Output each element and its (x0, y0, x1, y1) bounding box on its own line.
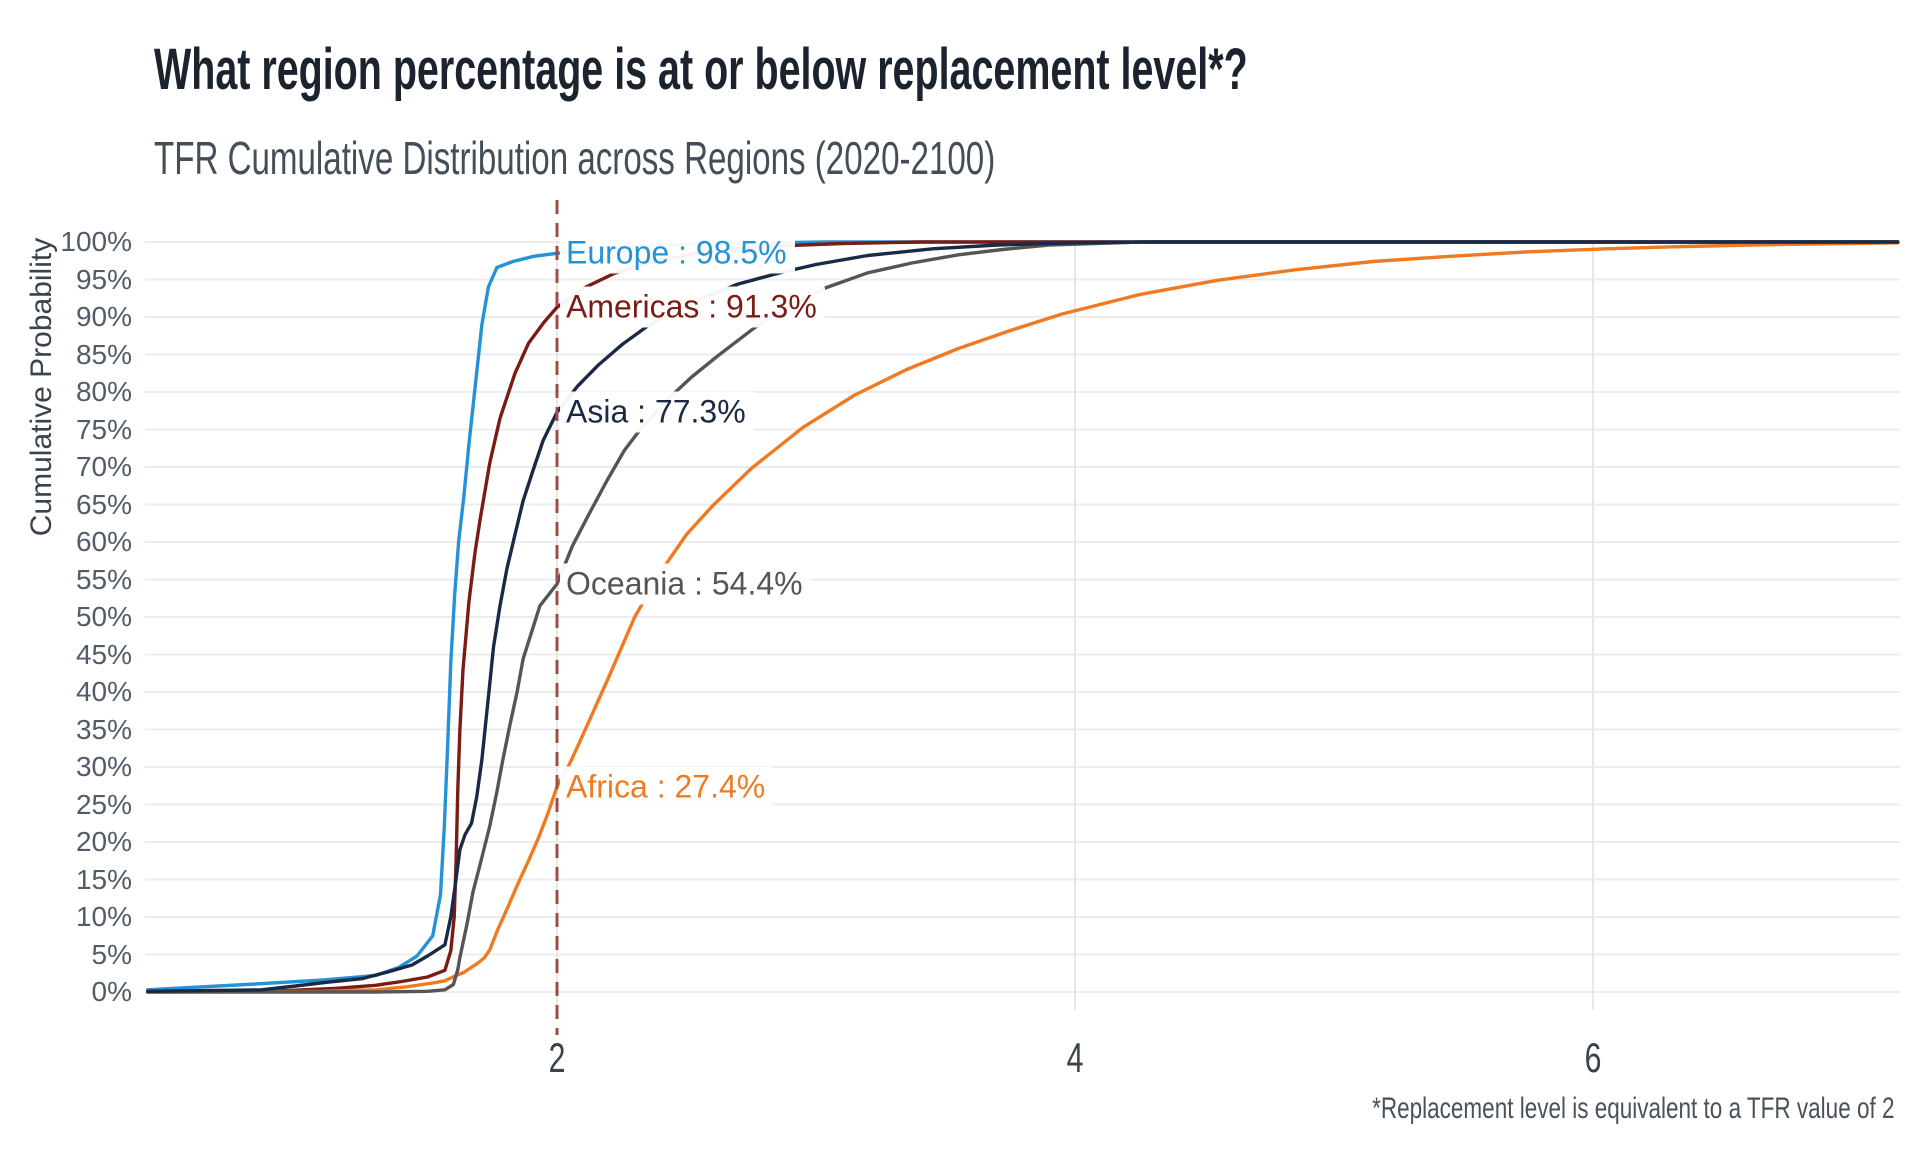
y-tick-label: 20% (75, 826, 132, 857)
y-tick-label: 75% (75, 413, 132, 445)
footnote: *Replacement level is equivalent to a TF… (1371, 1092, 1894, 1125)
chart-subtitle: TFR Cumulative Distribution across Regio… (154, 132, 996, 184)
y-tick-label: 35% (75, 713, 132, 745)
y-tick-label: 90% (75, 301, 132, 332)
y-tick-label: 55% (75, 563, 132, 595)
y-tick-label: 45% (75, 638, 132, 670)
y-tick-label: 10% (75, 901, 132, 932)
y-tick-label: 100% (60, 226, 132, 257)
y-tick-label: 5% (91, 938, 132, 970)
annotation-africa: Africa : 27.4% (560, 766, 774, 807)
y-tick-label: 60% (75, 526, 132, 557)
y-tick-label: 0% (91, 976, 132, 1007)
series-line-oceania (146, 240, 1900, 994)
y-tick-label: 25% (75, 788, 132, 820)
annotation-europe: Europe : 98.5% (560, 232, 795, 274)
y-tick-label: 50% (75, 601, 132, 632)
x-tick-label: 4 (1066, 1034, 1084, 1081)
y-tick-label: 95% (75, 263, 132, 295)
y-tick-label: 15% (75, 863, 132, 895)
x-tick-label: 2 (548, 1034, 566, 1081)
x-tick-label: 6 (1584, 1034, 1602, 1081)
series-line-africa (146, 241, 1900, 994)
y-tick-label: 80% (75, 376, 132, 407)
y-tick-label: 65% (75, 488, 132, 520)
annotation-oceania: Oceania : 54.4% (560, 563, 811, 605)
annotation-asia: Asia : 77.3% (560, 391, 754, 433)
y-tick-label: 85% (75, 338, 132, 370)
page-title: What region percentage is at or below re… (154, 37, 1248, 102)
y-tick-label: 70% (75, 451, 132, 482)
y-tick-label: 30% (75, 751, 132, 782)
annotation-americas: Americas : 91.3% (560, 286, 825, 328)
y-tick-label: 40% (75, 676, 132, 707)
